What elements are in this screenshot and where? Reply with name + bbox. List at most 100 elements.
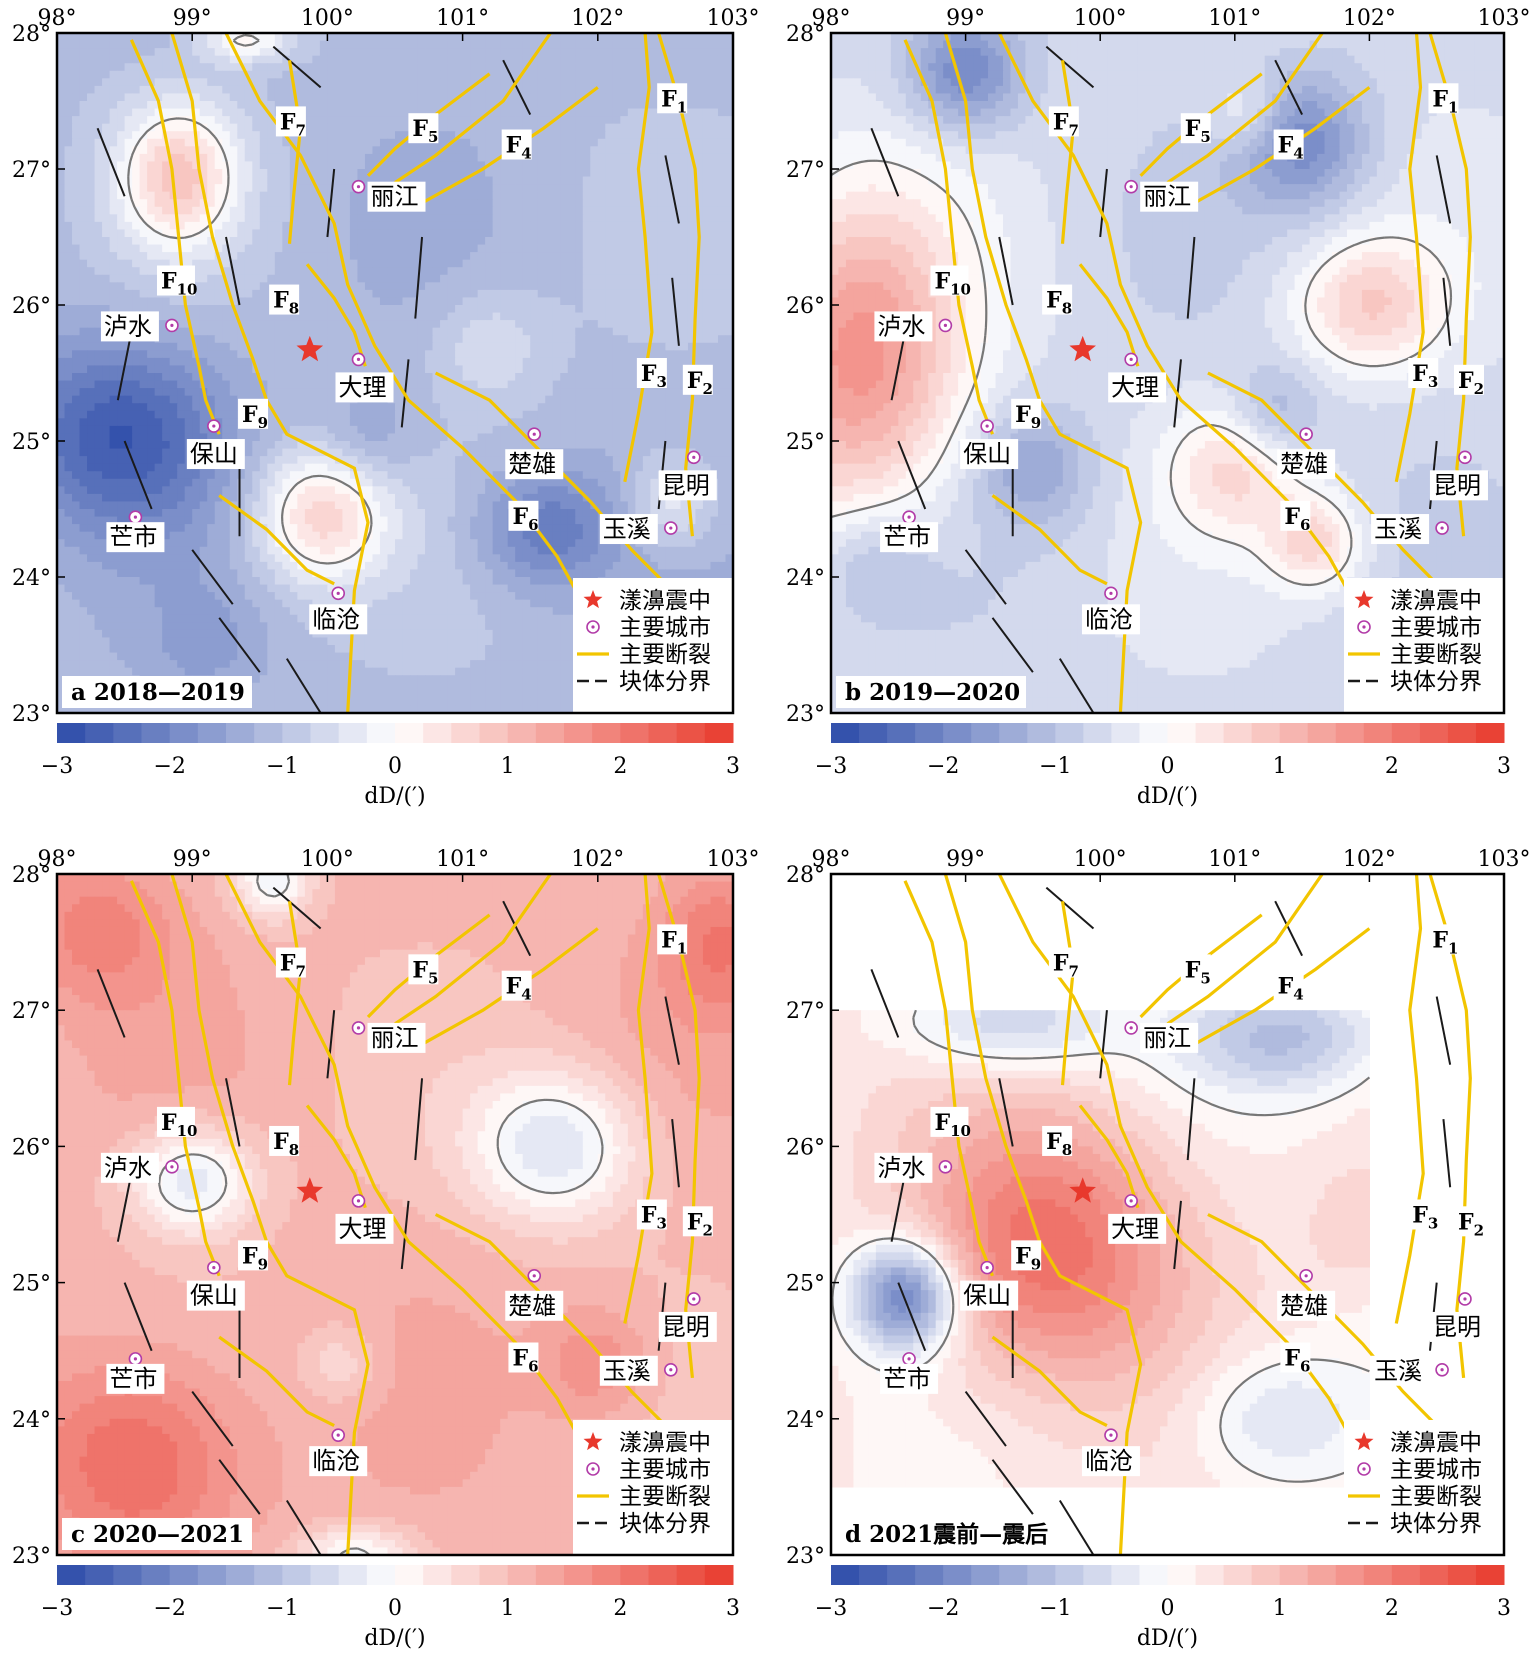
city-label: 楚雄	[508, 1292, 556, 1320]
x-tick-label: 102°	[1343, 847, 1396, 872]
colorbar-step	[423, 723, 452, 743]
city-marker-dot	[986, 424, 989, 427]
legend-label: 块体分界	[1390, 669, 1482, 695]
colorbar-step	[705, 1565, 734, 1585]
city-label: 芒市	[109, 523, 157, 551]
colorbar-title: dD/(′)	[1137, 784, 1198, 809]
city-marker-dot	[357, 185, 360, 188]
colorbar-step	[999, 1565, 1028, 1585]
colorbar-step	[170, 723, 199, 743]
x-tick-label: 100°	[1074, 6, 1127, 31]
city-marker-dot	[944, 324, 947, 327]
city-marker-dot	[533, 1274, 536, 1277]
colorbar-step	[1420, 1565, 1449, 1585]
y-tick-label: 26°	[786, 294, 825, 319]
colorbar-tick-label: 2	[613, 754, 627, 779]
colorbar-step	[1280, 723, 1309, 743]
x-tick-label: 103°	[1478, 6, 1531, 31]
x-tick-label: 101°	[436, 847, 489, 872]
legend-label: 块体分界	[619, 669, 711, 695]
legend-label: 漾濞震中	[1390, 1430, 1482, 1456]
city-label: 保山	[190, 1282, 238, 1310]
y-tick-label: 27°	[786, 999, 825, 1024]
colorbar-step	[170, 1565, 199, 1585]
colorbar-step	[1308, 1565, 1337, 1585]
colorbar-tick-label: −1	[266, 754, 298, 779]
colorbar-step	[971, 1565, 1000, 1585]
colorbar-step	[592, 723, 621, 743]
city-marker-dot	[357, 1199, 360, 1202]
legend-label: 主要城市	[619, 1457, 711, 1483]
city-label: 昆明	[1433, 471, 1481, 499]
y-tick-label: 23°	[786, 1544, 825, 1569]
colorbar-tick-label: −3	[41, 754, 73, 779]
legend-label: 主要断裂	[619, 1484, 711, 1510]
city-marker-dot	[1440, 1368, 1443, 1371]
colorbar-step	[887, 723, 916, 743]
city-marker-dot	[1130, 358, 1133, 361]
colorbar-tick-label: −2	[927, 754, 959, 779]
city-marker-dot	[986, 1266, 989, 1269]
colorbar-step	[1168, 723, 1197, 743]
city-marker-dot	[134, 516, 137, 519]
colorbar-step	[1308, 723, 1337, 743]
colorbar-step	[1139, 1565, 1168, 1585]
city-marker-dot	[357, 358, 360, 361]
city-label: 保山	[963, 440, 1011, 468]
city-label: 芒市	[883, 1365, 931, 1393]
x-tick-label: 100°	[301, 847, 354, 872]
city-marker-dot	[357, 1026, 360, 1029]
colorbar-step	[859, 1565, 888, 1585]
city-label: 大理	[1111, 1215, 1159, 1243]
colorbar-tick-label: 3	[1497, 754, 1511, 779]
city-marker-dot	[533, 433, 536, 436]
legend-label: 主要断裂	[619, 642, 711, 668]
colorbar-step	[451, 723, 480, 743]
colorbar-step	[620, 723, 649, 743]
city-marker-dot	[944, 1165, 947, 1168]
colorbar-step	[480, 1565, 509, 1585]
city-label: 昆明	[662, 471, 710, 499]
colorbar-tick-label: −2	[153, 754, 185, 779]
colorbar-step	[367, 723, 396, 743]
colorbar-step	[705, 723, 734, 743]
city-label: 泸水	[877, 1154, 925, 1182]
city-marker-dot	[1130, 185, 1133, 188]
colorbar-step	[536, 723, 565, 743]
x-tick-label: 102°	[1343, 6, 1396, 31]
city-marker-dot	[212, 1266, 215, 1269]
colorbar-step	[1111, 1565, 1140, 1585]
y-tick-label: 26°	[12, 1135, 51, 1160]
x-tick-label: 103°	[707, 847, 760, 872]
colorbar-step	[1083, 723, 1112, 743]
city-label: 临沧	[312, 1447, 360, 1475]
colorbar-step	[395, 723, 424, 743]
colorbar-tick-label: 3	[726, 754, 740, 779]
colorbar-tick-label: 3	[1497, 1596, 1511, 1621]
colorbar-step	[620, 1565, 649, 1585]
colorbar-step	[943, 1565, 972, 1585]
y-tick-label: 24°	[12, 1408, 51, 1433]
colorbar-step	[1364, 723, 1393, 743]
city-marker-dot	[170, 324, 173, 327]
city-label: 保山	[190, 440, 238, 468]
colorbar-tick-label: 2	[1385, 1596, 1399, 1621]
panel-label: a 2018—2019	[71, 679, 245, 706]
map-panel-d: F1F2F3F4F5F6F7F8F9F10丽江大理楚雄昆明玉溪保山泸水芒市临沧漾…	[786, 847, 1531, 1651]
city-marker-dot	[337, 1434, 340, 1437]
colorbar-step	[564, 1565, 593, 1585]
legend-label: 块体分界	[619, 1511, 711, 1537]
colorbar-step	[677, 723, 706, 743]
city-label: 临沧	[312, 605, 360, 633]
colorbar-step	[85, 723, 114, 743]
legend-label: 块体分界	[1390, 1511, 1482, 1537]
colorbar-step	[282, 723, 311, 743]
colorbar-step	[57, 723, 86, 743]
colorbar-tick-label: 0	[1161, 754, 1175, 779]
city-marker-dot	[1130, 1026, 1133, 1029]
x-tick-label: 99°	[173, 6, 212, 31]
colorbar-step	[198, 1565, 227, 1585]
city-marker-dot	[337, 592, 340, 595]
panel-label: c 2020—2021	[71, 1521, 244, 1548]
